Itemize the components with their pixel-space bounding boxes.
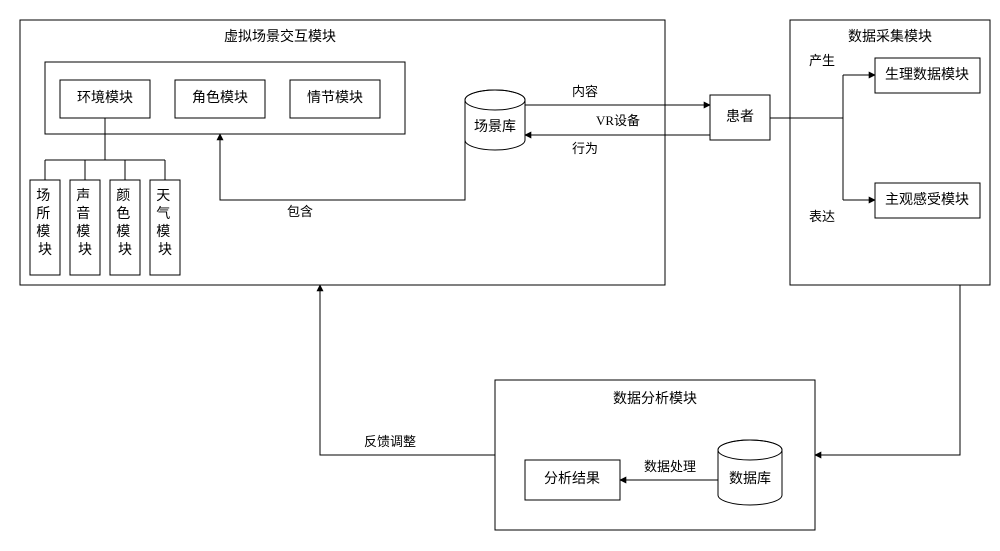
role-label: 角色模块 xyxy=(192,89,248,106)
analysis-result-label: 分析结果 xyxy=(544,471,600,487)
database-cylinder: 数据库 xyxy=(718,440,782,505)
behavior-label: 行为 xyxy=(572,141,598,156)
physio-label: 生理数据模块 xyxy=(885,67,969,83)
database-label: 数据库 xyxy=(729,471,771,487)
env-label: 环境模块 xyxy=(77,90,133,106)
vr-device-label: VR设备 xyxy=(596,113,640,128)
feedback-label: 反馈调整 xyxy=(364,434,416,449)
subjective-label: 主观感受模块 xyxy=(885,191,969,208)
produce-label: 产生 xyxy=(809,53,835,68)
express-label: 表达 xyxy=(809,209,835,224)
patient-label: 患者 xyxy=(726,109,754,125)
scene-db-cylinder: 场景库 xyxy=(465,90,525,150)
contain-label: 包含 xyxy=(287,204,313,219)
data-collect-title: 数据采集模块 xyxy=(848,28,932,45)
data-proc-label: 数据处理 xyxy=(644,459,696,474)
plot-label: 情节模块 xyxy=(307,90,363,106)
virtual-scene-title: 虚拟场景交互模块 xyxy=(224,28,336,45)
data-analysis-title: 数据分析模块 xyxy=(613,391,697,407)
scene-db-label: 场景库 xyxy=(474,119,516,135)
content-label: 内容 xyxy=(572,84,598,99)
